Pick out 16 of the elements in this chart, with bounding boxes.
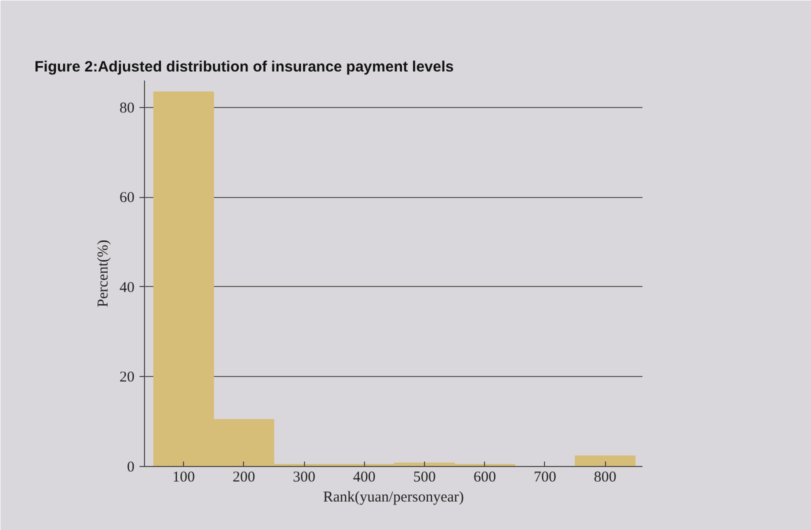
y-axis-title: Percent(%) [96,240,112,308]
chart-title: Figure 2:Adjusted distribution of insurance payment levels [34,58,454,76]
y-tick-label: 80 [120,100,134,116]
x-tick-label: 300 [292,470,316,486]
x-tick-label: 400 [353,470,376,486]
y-tick-label: 20 [120,370,134,386]
y-tick-label: 0 [127,460,134,476]
y-tick-label: 40 [120,280,134,296]
x-tick-label: 200 [232,470,256,486]
x-tick-label: 100 [172,470,195,486]
x-tick-label: 800 [594,470,616,486]
x-tick-label: 500 [413,470,436,486]
x-tick-label: 600 [473,470,496,486]
y-tick-label: 60 [120,190,134,206]
x-tick-label: 700 [534,470,556,486]
x-axis-title: Rank(yuan/personyear) [323,490,464,506]
